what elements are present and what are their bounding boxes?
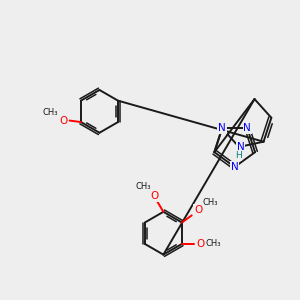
Text: O: O [194, 205, 202, 215]
Text: N: N [231, 162, 239, 172]
Text: O: O [150, 191, 159, 201]
Text: H: H [235, 151, 242, 160]
Text: CH₃: CH₃ [205, 239, 220, 248]
Text: CH₃: CH₃ [135, 182, 151, 191]
Text: O: O [196, 239, 205, 249]
Text: O: O [59, 116, 67, 126]
Text: CH₃: CH₃ [43, 108, 58, 117]
Text: N: N [237, 142, 244, 152]
Text: N: N [218, 123, 226, 133]
Text: N: N [243, 123, 251, 133]
Text: CH₃: CH₃ [203, 198, 218, 207]
